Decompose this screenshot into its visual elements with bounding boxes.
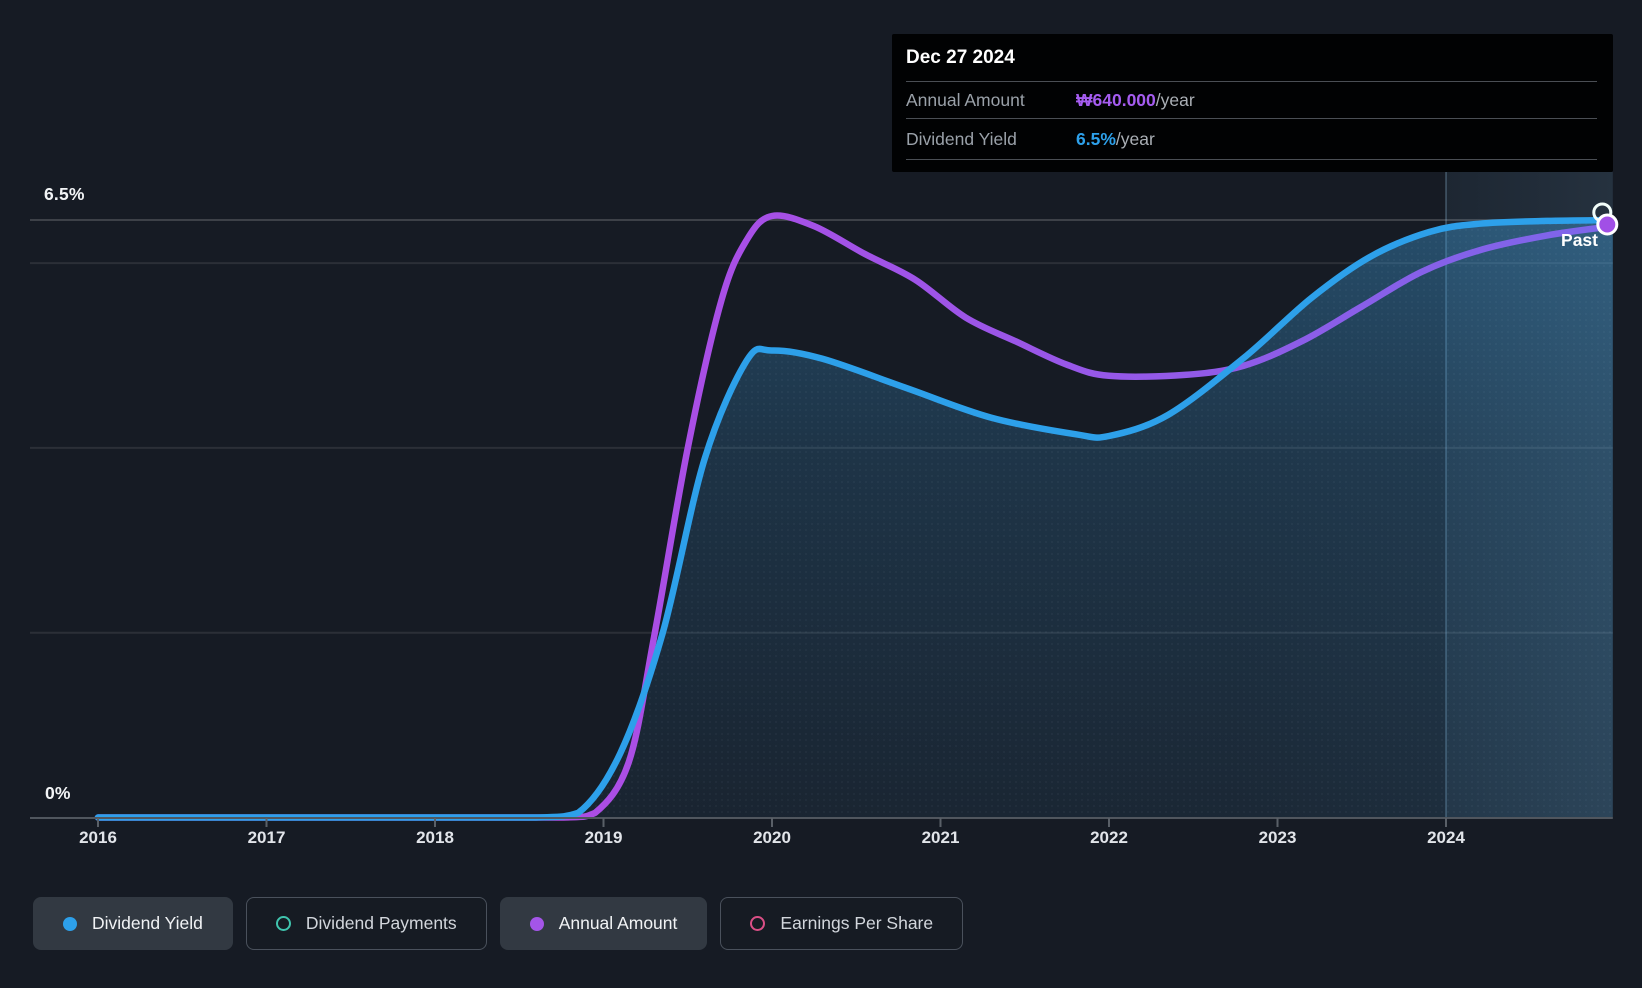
annual-amount-dot-icon bbox=[529, 916, 544, 931]
legend-toggle-dividend-yield[interactable]: Dividend Yield bbox=[33, 897, 233, 950]
x-axis-label: 2022 bbox=[1090, 828, 1128, 847]
x-axis-label: 2021 bbox=[921, 828, 960, 847]
legend-label: Earnings Per Share bbox=[780, 913, 934, 933]
tooltip-value: ₩640.000/year bbox=[1076, 90, 1195, 110]
y-axis-max-label: 6.5% bbox=[44, 184, 85, 204]
x-axis-label: 2019 bbox=[584, 828, 623, 847]
y-axis-zero-label: 0% bbox=[45, 783, 71, 803]
tooltip-row-dividend-yield: Dividend Yield 6.5%/year bbox=[906, 118, 1597, 160]
legend-label: Annual Amount bbox=[558, 913, 678, 933]
chart-legend: Dividend Yield Dividend Payments Annual … bbox=[33, 897, 964, 950]
legend-toggle-earnings-per-share[interactable]: Earnings Per Share bbox=[720, 897, 964, 950]
series-end-marker-annual-amount bbox=[1596, 213, 1619, 236]
x-axis-label: 2017 bbox=[247, 828, 286, 847]
tooltip-value: 6.5%/year bbox=[1076, 129, 1155, 149]
chart-tooltip: Dec 27 2024 Annual Amount ₩640.000/year … bbox=[892, 34, 1613, 172]
past-region-label: Past bbox=[1561, 230, 1598, 250]
tooltip-date: Dec 27 2024 bbox=[906, 47, 1015, 68]
legend-label: Dividend Payments bbox=[305, 913, 457, 933]
legend-toggle-dividend-payments[interactable]: Dividend Payments bbox=[245, 897, 487, 950]
earnings-per-share-ring-icon bbox=[750, 916, 766, 931]
x-axis-label: 2023 bbox=[1258, 828, 1297, 847]
x-axis-label: 2016 bbox=[79, 828, 117, 847]
tooltip-label: Annual Amount bbox=[906, 90, 1025, 110]
tooltip-row-annual-amount: Annual Amount ₩640.000/year bbox=[906, 81, 1597, 118]
legend-toggle-annual-amount[interactable]: Annual Amount bbox=[499, 897, 708, 950]
x-axis-label: 2024 bbox=[1427, 828, 1465, 847]
x-axis-label: 2020 bbox=[753, 828, 791, 847]
x-axis-label: 2018 bbox=[416, 828, 454, 847]
annual-amount-line bbox=[94, 212, 1617, 821]
legend-label: Dividend Yield bbox=[92, 913, 203, 933]
dividend-yield-dot-icon bbox=[63, 916, 77, 931]
dividend-payments-ring-icon bbox=[275, 916, 291, 931]
tooltip-label: Dividend Yield bbox=[906, 129, 1017, 149]
